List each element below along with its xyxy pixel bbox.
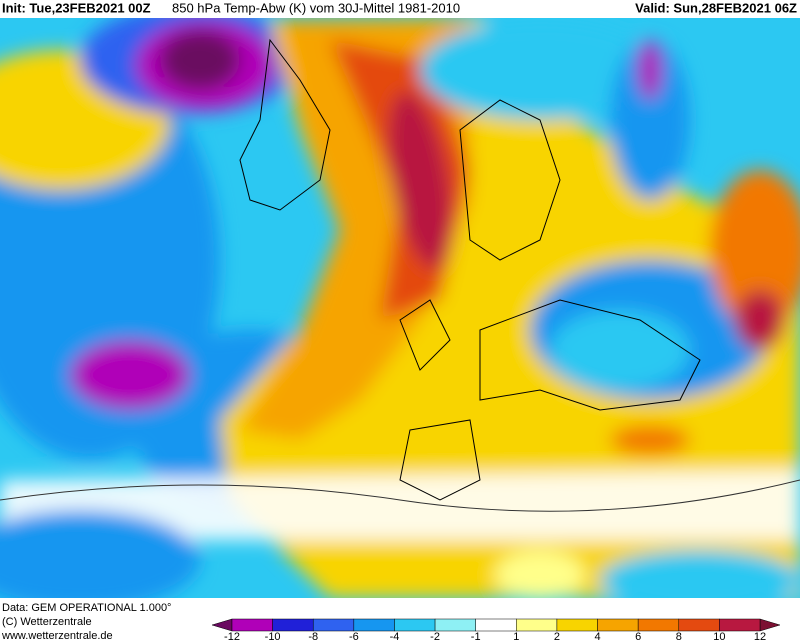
colorbar-segment	[516, 618, 558, 632]
colorbar-label: 8	[676, 631, 682, 642]
init-time: Init: Tue,23FEB2021 00Z	[2, 0, 151, 15]
colorbar-label: -2	[430, 631, 440, 642]
valid-time: Valid: Sun,28FEB2021 06Z	[635, 0, 797, 15]
colorbar-segment	[312, 618, 355, 632]
colorbar-segment	[637, 618, 680, 632]
colorbar-label: 6	[635, 631, 641, 642]
colorbar-label: 10	[713, 631, 725, 642]
colorbar-label: -12	[224, 631, 240, 642]
colorbar-label: -6	[349, 631, 359, 642]
colorbar-segment	[556, 618, 598, 632]
colorbar-label: -4	[390, 631, 400, 642]
map-title: 850 hPa Temp-Abw (K) vom 30J-Mittel 1981…	[172, 0, 460, 15]
copyright: (C) Wetterzentrale	[2, 616, 92, 628]
coastlines	[0, 38, 800, 512]
colorbar-label: -8	[308, 631, 318, 642]
colorbar-segment	[231, 618, 273, 632]
data-source: Data: GEM OPERATIONAL 1.000°	[2, 602, 171, 614]
colorbar-segment	[678, 618, 720, 632]
colorbar-label: -10	[265, 631, 281, 642]
colorbar-label: 1	[513, 631, 519, 642]
colorbar-end	[211, 618, 233, 632]
website: www.wetterzentrale.de	[1, 630, 113, 642]
colorbar-segment	[434, 618, 476, 632]
colorbar-label: 2	[554, 631, 560, 642]
colorbar-segment	[394, 618, 436, 632]
colorbar: -12 -10 -8 -6 -4 -2 -1 1 2 4 6 8 10 12	[211, 618, 781, 642]
colorbar-segment	[272, 618, 314, 632]
colorbar-segment	[475, 618, 517, 632]
colorbar-end	[759, 618, 781, 632]
colorbar-label: 4	[594, 631, 600, 642]
colorbar-segment	[353, 618, 395, 632]
colorbar-segment	[719, 618, 761, 632]
colorbar-label: -1	[471, 631, 481, 642]
colorbar-label: 12	[754, 631, 766, 642]
colorbar-segment	[597, 618, 639, 632]
anomaly-map	[0, 18, 800, 598]
